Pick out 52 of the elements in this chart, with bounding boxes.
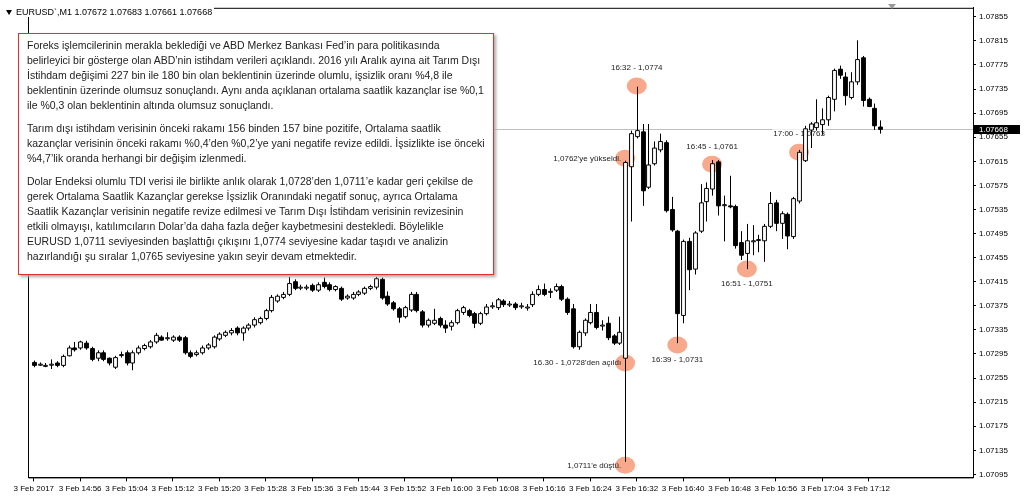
annotation: Tarım dışı istihdam verisinin önceki rakamı 156 binden 157 bine pozitife, Ortalama saatlik kazançlar verisinin önceki rakamı %0,4’den %0,2’ye yani negatife revize edildi. İşsizlikte ise önceki %4,7’lik oranda herhangi bir değişim izlenmedi.: [27, 121, 485, 166]
x-tick-label: 3 Feb 16:24: [569, 484, 613, 494]
y-tick-label: 1.07855: [979, 12, 1009, 22]
y-tick-label: 1.07495: [979, 228, 1009, 238]
annotation: 16:51 - 1,0751: [721, 279, 774, 289]
annotation: 1,0711'e düştü.: [567, 460, 622, 470]
annotation: Foreks işlemcilerinin merakla beklediği ve ABD Merkez Bankası Fed’in para politikasında belirleyici bir gösterge olan ABD’nin istihdam verileri açıklandı. 2016 yılı Aralık ayına ait Tarım Dışı İstihdam değişimi 227 bin ile 180 bin olan beklentinin üzerinde olumlu, işsizlik oranı %4,8 ile beklentinin üzerinde olumsuz sonuçlandı. Aynı anda açıklanan ortalama saatlik kazançlar ise %0,1 ile %0,3 olan beklentinin altında olumsuz sonuçlandı.: [27, 38, 485, 113]
y-tick-label: 1.07415: [979, 276, 1009, 286]
x-tick-label: 3 Feb 16:56: [754, 484, 798, 494]
y-tick-label: 1.07775: [979, 60, 1009, 70]
y-tick-label: 1.07735: [979, 84, 1009, 94]
x-tick-label: 3 Feb 16:32: [615, 484, 659, 494]
x-tick-label: 3 Feb 16:00: [429, 484, 474, 494]
y-tick-label: 1.07535: [979, 204, 1009, 214]
x-tick-label: 3 Feb 15:12: [151, 484, 195, 494]
x-tick-label: 3 Feb 15:04: [105, 484, 149, 494]
y-tick-label: 1.07815: [979, 36, 1009, 46]
x-tick-label: 3 Feb 16:16: [522, 484, 566, 494]
y-tick-label: 1.07695: [979, 108, 1009, 118]
x-tick-label: 3 Feb 15:44: [337, 484, 381, 494]
annotation: 16:45 - 1,0761: [686, 141, 739, 151]
x-tick-label: 3 Feb 14:56: [58, 484, 103, 494]
candlestick: [699, 183, 704, 234]
y-tick-label: 1.07215: [979, 397, 1009, 407]
y-tick-label: 1.07255: [979, 373, 1009, 383]
annotation: 16.30 - 1,0728'den açıldı: [533, 358, 622, 368]
annotation: Dolar Endeksi olumlu TDI verisi ile birlikte anlık olarak 1,0728’den 1,0711’e kadar geri çekilse de gerek Ortalama Saatlik Kazançlar gerekse İşsizlik Oranındaki negatif sonuç, ayrıca Ortalama Saatlik Kazançlar verisinin negatife revize edilmesi ve Tarım Dışı İstihdam verisinin revizesinin etkili olmayışı, katılımcıların Dolar’da daha fazla değer kaybetmesini destekledi. Böylelikle EURUSD 1,0711 seviyesinden başlattığı çıkışını 1,0774 seviyesine kadar taşıdı ve analizin hazırlandığı şu sıralar 1,0765 seviyesine yakın seyir devam etmektedir.: [27, 174, 475, 264]
annotation: 16:39 - 1,0731: [651, 355, 704, 365]
x-tick-label: 3 Feb 16:08: [476, 484, 520, 494]
x-tick-label: 3 Feb 15:52: [383, 484, 427, 494]
y-tick-label: 1.07575: [979, 180, 1009, 190]
x-tick-label: 3 Feb 15:20: [197, 484, 242, 494]
y-tick-label: 1.07375: [979, 301, 1009, 311]
y-tick-label: 1.07175: [979, 421, 1009, 431]
x-tick-label: 3 Feb 16:40: [661, 484, 706, 494]
x-tick-label: 3 Feb 2017: [13, 484, 55, 494]
y-tick-label: 1.07655: [979, 132, 1009, 142]
x-tick-label: 3 Feb 17:04: [800, 484, 845, 494]
y-tick-label: 1.07335: [979, 325, 1009, 335]
annotation: 16:32 - 1,0774: [610, 63, 664, 73]
annotation: 1,0762'ye yükseldi.: [553, 153, 622, 163]
x-tick-label: 3 Feb 16:48: [708, 484, 752, 494]
y-tick-label: 1.07295: [979, 349, 1009, 359]
ref-line-label: 1.07668: [979, 124, 1009, 134]
y-tick-label: 1.07095: [979, 469, 1009, 479]
y-tick-label: 1.07615: [979, 156, 1009, 166]
x-tick-label: 3 Feb 15:28: [244, 484, 288, 494]
x-tick-label: 3 Feb 15:36: [290, 484, 334, 494]
y-tick-label: 1.07135: [979, 445, 1009, 455]
y-tick-label: 1.07455: [979, 252, 1009, 262]
chart-title: EURUSD`,M1 1.07672 1.07683 1.07661 1.07668: [16, 7, 213, 17]
x-tick-label: 3 Feb 17:12: [847, 484, 891, 494]
